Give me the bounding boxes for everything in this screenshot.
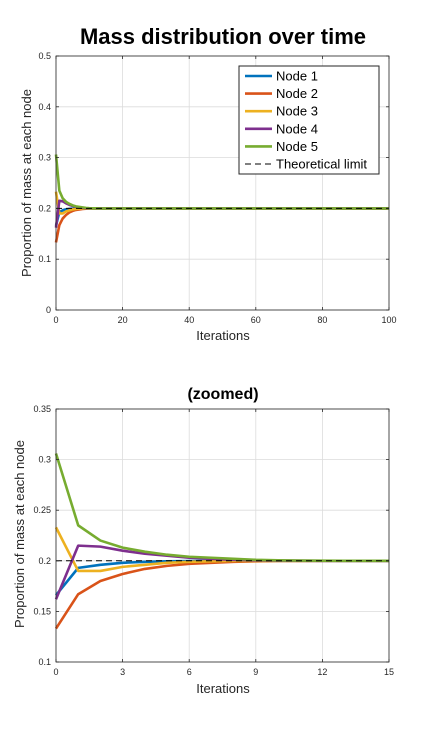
- x-tick-label: 9: [253, 667, 258, 677]
- y-tick-label: 0.15: [33, 606, 51, 616]
- legend-label: Node 2: [276, 86, 318, 101]
- x-tick-label: 80: [317, 315, 327, 325]
- y-tick-label: 0.2: [38, 556, 51, 566]
- x-tick-label: 6: [187, 667, 192, 677]
- legend-label: Theoretical limit: [276, 157, 367, 172]
- chart-mass-distribution: Mass distribution over time Iterations P…: [19, 24, 397, 343]
- x-tick-label: 0: [53, 667, 58, 677]
- y-axis-label: Proportion of mass at each node: [19, 89, 34, 277]
- y-axis-label: Proportion of mass at each node: [12, 440, 27, 628]
- chart-zoomed: (zoomed) Iterations Proportion of mass a…: [12, 386, 394, 696]
- legend-label: Node 3: [276, 104, 318, 119]
- y-tick-label: 0: [46, 305, 51, 315]
- legend-label: Node 5: [276, 139, 318, 154]
- y-tick-label: 0.35: [33, 404, 51, 414]
- y-tick-label: 0.2: [38, 203, 51, 213]
- y-tick-label: 0.3: [38, 455, 51, 465]
- x-tick-label: 15: [384, 667, 394, 677]
- plot-area: 0 3 6 9 12 15 0.1 0.15 0.2 0.25 0.3 0.35: [33, 404, 394, 677]
- series-line-node-5: [54, 154, 389, 210]
- legend-label: Node 1: [276, 69, 318, 84]
- plot-background: [56, 409, 389, 662]
- legend: Node 1 Node 2 Node 3 Node 4 Node 5 Theoretica…: [238, 65, 380, 175]
- chart-title: (zoomed): [187, 386, 258, 403]
- x-tick-label: 60: [251, 315, 261, 325]
- series-line-node-5: [54, 453, 389, 563]
- y-tick-label: 0.1: [38, 254, 51, 264]
- y-tick-label: 0.3: [38, 153, 51, 163]
- y-tick-label: 0.1: [38, 657, 51, 667]
- x-tick-label: 20: [118, 315, 128, 325]
- legend-box: [238, 65, 380, 175]
- x-tick-label: 100: [381, 315, 396, 325]
- y-tick-label: 0.25: [33, 505, 51, 515]
- y-tick-label: 0.4: [38, 102, 51, 112]
- x-tick-label: 12: [317, 667, 327, 677]
- x-tick-label: 40: [184, 315, 194, 325]
- y-tick-label: 0.5: [38, 51, 51, 61]
- x-tick-label: 0: [53, 315, 58, 325]
- legend-label: Node 4: [276, 121, 318, 136]
- axes-box: [55, 55, 390, 311]
- chart-title: Mass distribution over time: [80, 24, 366, 49]
- x-axis-label: Iterations: [196, 681, 250, 696]
- x-tick-label: 3: [120, 667, 125, 677]
- x-axis-label: Iterations: [196, 328, 250, 343]
- axes-box: [55, 408, 390, 663]
